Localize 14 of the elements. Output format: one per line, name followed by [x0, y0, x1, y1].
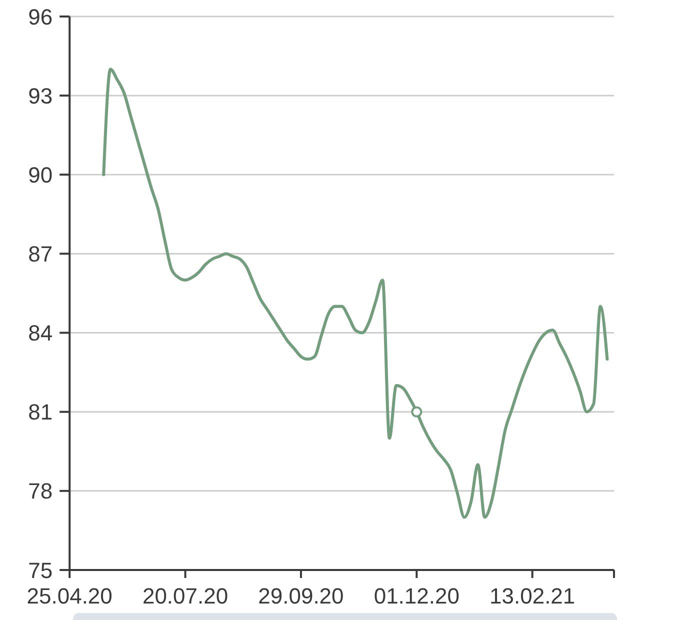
x-tick-label: 01.12.20: [374, 584, 460, 609]
y-tick-label: 90: [28, 162, 53, 188]
x-tick-label: 29.09.20: [258, 584, 344, 609]
y-tick-label: 84: [28, 320, 53, 346]
y-tick-label: 78: [28, 478, 53, 504]
x-tick-label: 25.04.20: [26, 584, 112, 609]
y-tick-label: 87: [28, 242, 53, 267]
y-tick-label: 81: [28, 400, 53, 425]
line-series: [102, 68, 609, 519]
y-tick-label: 96: [28, 4, 53, 30]
y-tick-label: 93: [28, 83, 53, 108]
x-tick-label: 20.07.20: [142, 584, 228, 609]
y-tick-label: 75: [28, 558, 53, 583]
x-tick-label: 13.02.21: [490, 584, 576, 609]
